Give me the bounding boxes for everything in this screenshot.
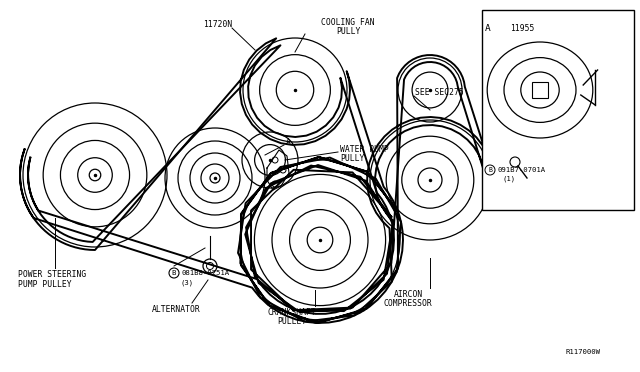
Text: ALTERNATOR: ALTERNATOR <box>152 305 201 314</box>
Text: PUMP PULLEY: PUMP PULLEY <box>18 280 72 289</box>
Text: R117000W: R117000W <box>565 349 600 355</box>
Text: (3): (3) <box>181 279 194 285</box>
Text: (1): (1) <box>502 176 515 183</box>
Text: 081B8-8251A: 081B8-8251A <box>181 270 229 276</box>
Text: PULLY: PULLY <box>340 154 364 163</box>
Text: COOLING FAN: COOLING FAN <box>321 18 375 27</box>
Text: PULLY: PULLY <box>336 27 360 36</box>
Text: B: B <box>172 270 176 276</box>
Text: SEE SEC275: SEE SEC275 <box>415 88 464 97</box>
Text: WATER PUMP: WATER PUMP <box>340 145 388 154</box>
Text: COMPRESSOR: COMPRESSOR <box>383 299 433 308</box>
Text: A: A <box>485 24 491 33</box>
Text: B: B <box>488 167 492 173</box>
Text: POWER STEERING: POWER STEERING <box>18 270 86 279</box>
Text: 091B7-0701A: 091B7-0701A <box>498 167 546 173</box>
Text: A: A <box>286 138 291 147</box>
Bar <box>532 82 548 98</box>
Text: CRANKSHAFT: CRANKSHAFT <box>268 308 316 317</box>
Bar <box>482 10 634 210</box>
Text: 11720N: 11720N <box>204 20 232 29</box>
Text: AIRCON: AIRCON <box>394 290 422 299</box>
Text: 11955: 11955 <box>510 24 534 33</box>
Text: PULLEY: PULLEY <box>277 317 307 326</box>
